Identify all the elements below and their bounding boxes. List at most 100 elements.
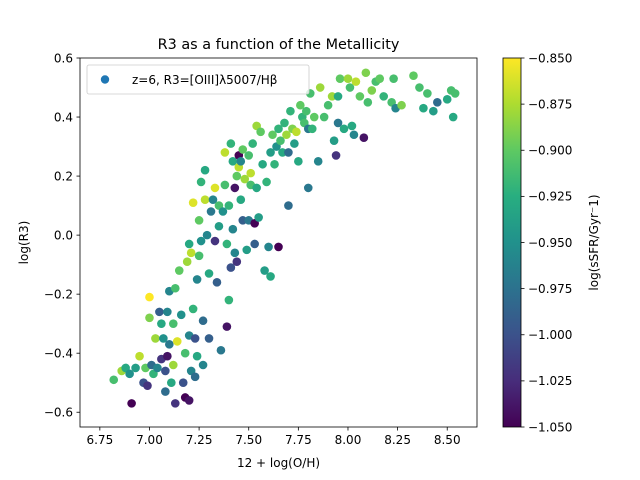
data-point [202, 230, 212, 240]
data-point [192, 351, 202, 361]
x-axis: 6.75 7.00 7.25 7.50 7.75 8.00 8.25 8.50 [86, 427, 461, 447]
data-point [333, 92, 343, 101]
data-point [109, 375, 119, 385]
data-point [226, 139, 236, 148]
data-point [218, 207, 228, 216]
data-point [157, 319, 166, 328]
data-point [363, 97, 373, 107]
data-point [220, 180, 230, 190]
data-point [345, 83, 355, 92]
y-tick-label: −0.2 [44, 287, 73, 301]
data-point [222, 239, 232, 249]
data-point [198, 360, 208, 370]
data-point [174, 266, 184, 275]
data-point [228, 224, 238, 234]
data-point [294, 157, 303, 166]
data-point [296, 100, 305, 110]
data-point [331, 151, 341, 160]
data-point [165, 340, 174, 349]
data-point [238, 216, 248, 225]
data-point [260, 266, 269, 275]
data-point [292, 127, 301, 137]
data-point [274, 124, 283, 134]
data-point [329, 136, 339, 145]
data-point [216, 345, 226, 355]
data-point [172, 337, 182, 346]
x-tick-label: 8.25 [384, 433, 411, 447]
data-point [204, 334, 214, 343]
data-point [224, 295, 234, 305]
data-point [236, 195, 246, 204]
points-layer [109, 68, 460, 408]
x-tick-label: 7.75 [285, 433, 312, 447]
data-point [315, 83, 325, 92]
y-tick-label: 0.6 [54, 51, 73, 65]
data-point [379, 92, 389, 101]
data-point [266, 148, 275, 157]
data-point [182, 257, 192, 266]
data-point [284, 201, 293, 210]
data-point [256, 127, 265, 137]
data-point [278, 148, 287, 157]
data-point [301, 106, 311, 116]
y-tick-label: −0.4 [44, 347, 73, 361]
data-point [419, 103, 428, 113]
data-point [226, 263, 236, 272]
data-point [176, 310, 186, 320]
data-point [286, 106, 295, 116]
data-point [351, 77, 361, 86]
x-tick-label: 7.50 [235, 433, 262, 447]
data-point [212, 278, 222, 287]
data-point [200, 195, 210, 204]
data-point [238, 145, 248, 154]
data-point [127, 399, 136, 408]
legend-label: z=6, R3=[OIII]λ5007/Hβ [132, 73, 277, 87]
colorbar: −1.050 −1.025 −1.000 −0.975 −0.950 −0.925 −0.9… [502, 51, 601, 434]
colorbar-tick-label: −0.875 [528, 97, 572, 111]
data-point [188, 304, 198, 314]
data-point [240, 174, 250, 184]
data-point [196, 236, 206, 246]
y-tick-label: 0.0 [54, 228, 73, 242]
data-point [153, 363, 162, 373]
colorbar-tick-label: −1.050 [528, 420, 572, 434]
data-point [375, 74, 385, 83]
data-point [230, 183, 240, 193]
data-point [184, 239, 194, 249]
data-point [423, 89, 432, 98]
colorbar-tick-label: −0.900 [528, 144, 572, 158]
data-point [252, 183, 261, 193]
data-point [367, 86, 377, 95]
data-point [224, 201, 234, 210]
data-point [409, 71, 418, 81]
data-point [188, 198, 198, 207]
data-point [303, 183, 313, 193]
data-point [178, 378, 188, 388]
data-point [327, 92, 337, 101]
data-point [429, 106, 438, 116]
data-point [155, 307, 164, 317]
data-point [270, 159, 279, 169]
data-point [135, 351, 144, 361]
legend-marker [100, 75, 110, 84]
data-point [268, 130, 277, 140]
x-tick-label: 7.00 [136, 433, 163, 447]
y-axis: −0.6 −0.4 −0.2 0.0 0.2 0.4 0.6 [44, 51, 80, 420]
data-point [254, 213, 263, 222]
data-point [230, 248, 240, 258]
chart-title: R3 as a function of the Metallicity [158, 37, 400, 53]
x-tick-label: 8.00 [335, 433, 362, 447]
colorbar-ticks: −1.050 −1.025 −1.000 −0.975 −0.950 −0.925 −0.9… [521, 51, 572, 434]
data-point [194, 216, 204, 225]
data-point [236, 157, 246, 166]
data-point [258, 159, 267, 169]
data-point [335, 74, 345, 83]
data-point [347, 121, 357, 131]
data-point [433, 97, 442, 107]
data-point [145, 313, 154, 323]
data-point [192, 275, 202, 284]
data-point [163, 351, 172, 361]
legend: z=6, R3=[OIII]λ5007/Hβ [86, 64, 310, 95]
y-tick-label: −0.6 [44, 406, 73, 420]
data-point [196, 177, 206, 187]
